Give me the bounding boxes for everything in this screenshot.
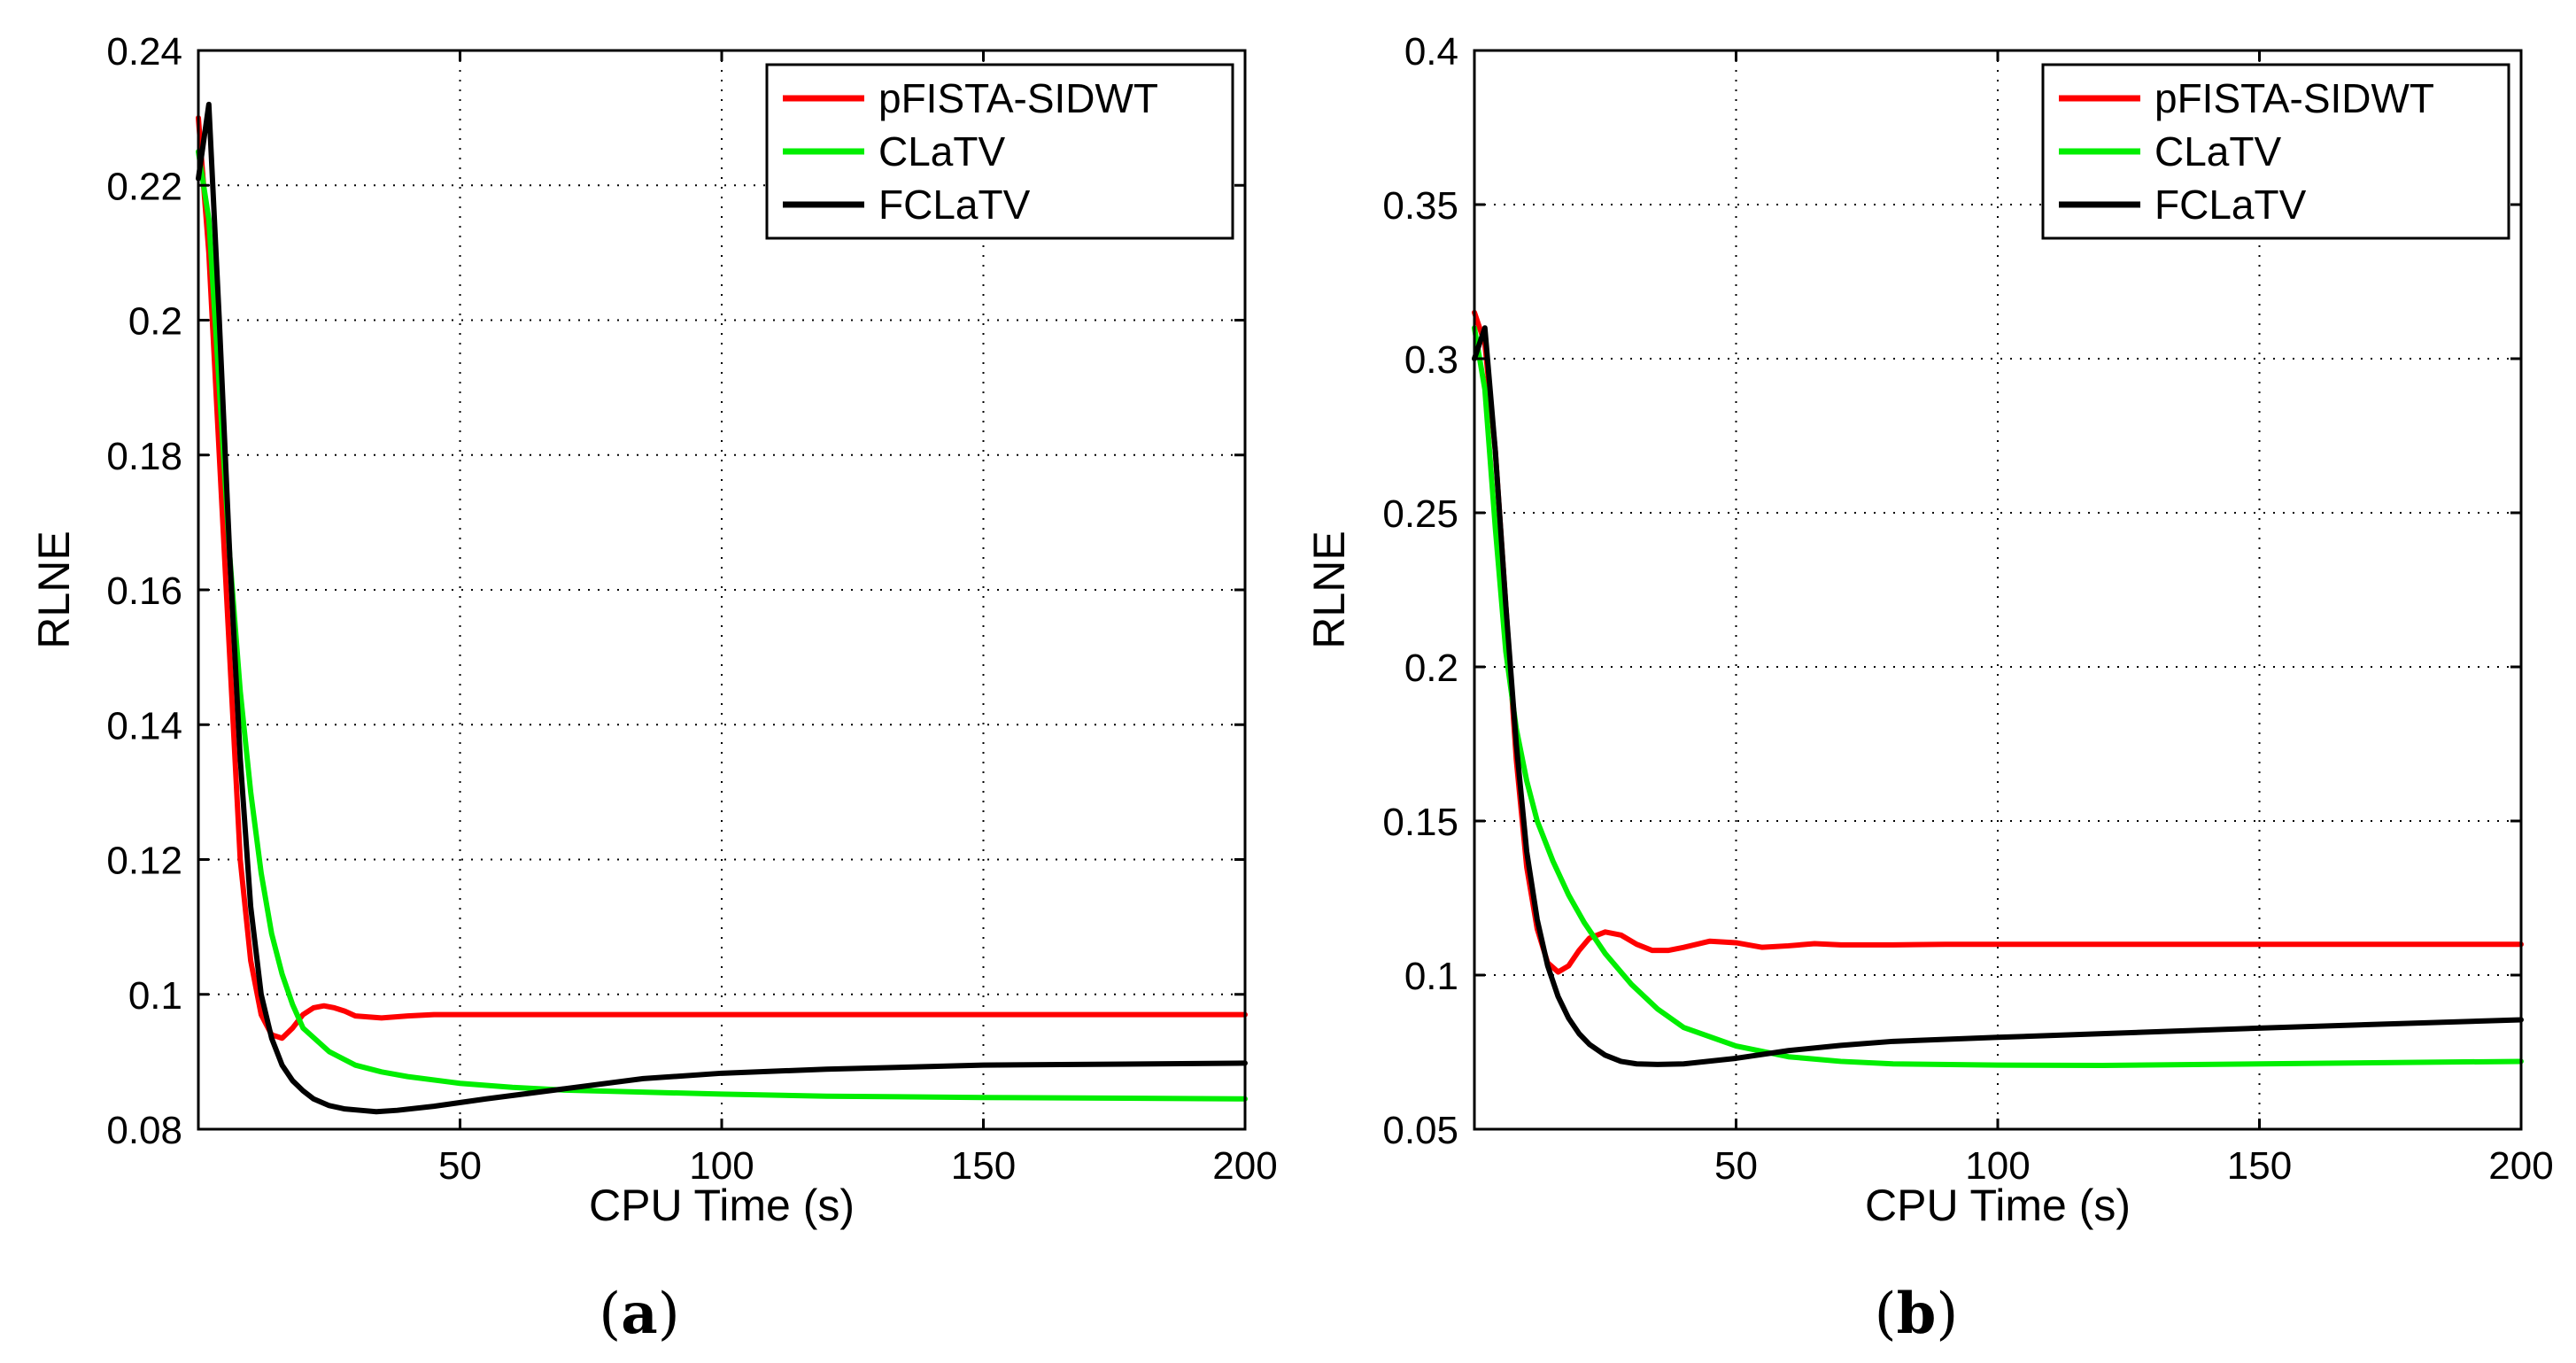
y-tick-label-b: 0.35 [1382, 184, 1458, 228]
x-tick-label-b: 50 [1714, 1144, 1758, 1188]
y-tick-label-a: 0.1 [128, 974, 182, 1018]
x-tick-label-b: 200 [2488, 1144, 2553, 1188]
series-line-b-2 [1472, 325, 2524, 1067]
y-tick-label-b: 0.4 [1404, 30, 1458, 74]
legend-label-b-1: CLaTV [2154, 128, 2281, 174]
y-tick-label-a: 0.2 [128, 300, 182, 344]
y-tick-label-a: 0.08 [106, 1109, 182, 1152]
caption-b-close: ) [1936, 1282, 1958, 1347]
caption-a-open: ( [599, 1282, 621, 1347]
caption-a-close: ) [658, 1282, 680, 1347]
y-tick-label-b: 0.1 [1404, 955, 1458, 998]
y-tick-label-a: 0.16 [106, 569, 182, 613]
ticks-b: 50 100 150 200 0.05 0.1 0.15 0.2 0.25 0.3 0.35 0.4 [1382, 30, 2553, 1188]
legend-b: pFISTA-SIDWT CLaTV FCLaTV [2041, 63, 2510, 240]
series-group-b [1472, 309, 2524, 1068]
caption-b: (b) [1875, 1281, 1959, 1347]
x-tick-label-b: 100 [1965, 1144, 2030, 1188]
legend-label-b-2: FCLaTV [2154, 182, 2307, 228]
y-axis-label-a: RLNE [29, 530, 79, 648]
x-tick-label-a: 50 [438, 1144, 482, 1188]
legend-label-a-1: CLaTV [878, 128, 1005, 174]
x-axis-label-a: CPU Time (s) [589, 1181, 855, 1230]
series-group-a [196, 101, 1248, 1115]
caption-a: (a) [599, 1281, 679, 1347]
legend-label-a-2: FCLaTV [878, 182, 1031, 228]
legend-label-a-0: pFISTA-SIDWT [878, 75, 1158, 121]
y-tick-label-b: 0.15 [1382, 801, 1458, 844]
chart-panel-a: 50 100 150 200 0.08 0.1 0.12 0.14 0.16 0.18 0.2 0.2… [29, 30, 1278, 1230]
caption-b-open: ( [1875, 1282, 1897, 1347]
y-tick-label-a: 0.24 [106, 30, 182, 74]
caption-a-letter: a [621, 1281, 657, 1347]
x-axis-label-b: CPU Time (s) [1865, 1181, 2131, 1230]
y-tick-label-b: 0.2 [1404, 647, 1458, 690]
legend-a: pFISTA-SIDWT CLaTV FCLaTV [765, 63, 1234, 240]
x-tick-label-a: 150 [951, 1144, 1016, 1188]
y-tick-label-b: 0.25 [1382, 492, 1458, 536]
series-line-a-0 [196, 115, 1248, 1042]
y-tick-label-a: 0.18 [106, 435, 182, 478]
y-tick-label-b: 0.05 [1382, 1109, 1458, 1152]
chart-panel-b: 50 100 150 2000.050.10.150.20.250.30.350.4 … [1304, 30, 2554, 1230]
y-tick-label-a: 0.14 [106, 704, 182, 747]
ticks-a: 50 100 150 200 0.08 0.1 0.12 0.14 0.16 0.18 0.2 0.2… [106, 30, 1277, 1188]
x-tick-label-a: 100 [689, 1144, 754, 1188]
y-tick-label-a: 0.12 [106, 840, 182, 883]
caption-b-letter: b [1897, 1281, 1937, 1347]
x-tick-label-a: 200 [1212, 1144, 1277, 1188]
x-tick-label-b: 150 [2227, 1144, 2292, 1188]
y-tick-label-b: 0.3 [1404, 338, 1458, 382]
legend-label-b-0: pFISTA-SIDWT [2154, 75, 2434, 121]
y-tick-label-a: 0.22 [106, 165, 182, 208]
series-line-a-2 [196, 101, 1248, 1115]
y-axis-label-b: RLNE [1304, 530, 1354, 648]
